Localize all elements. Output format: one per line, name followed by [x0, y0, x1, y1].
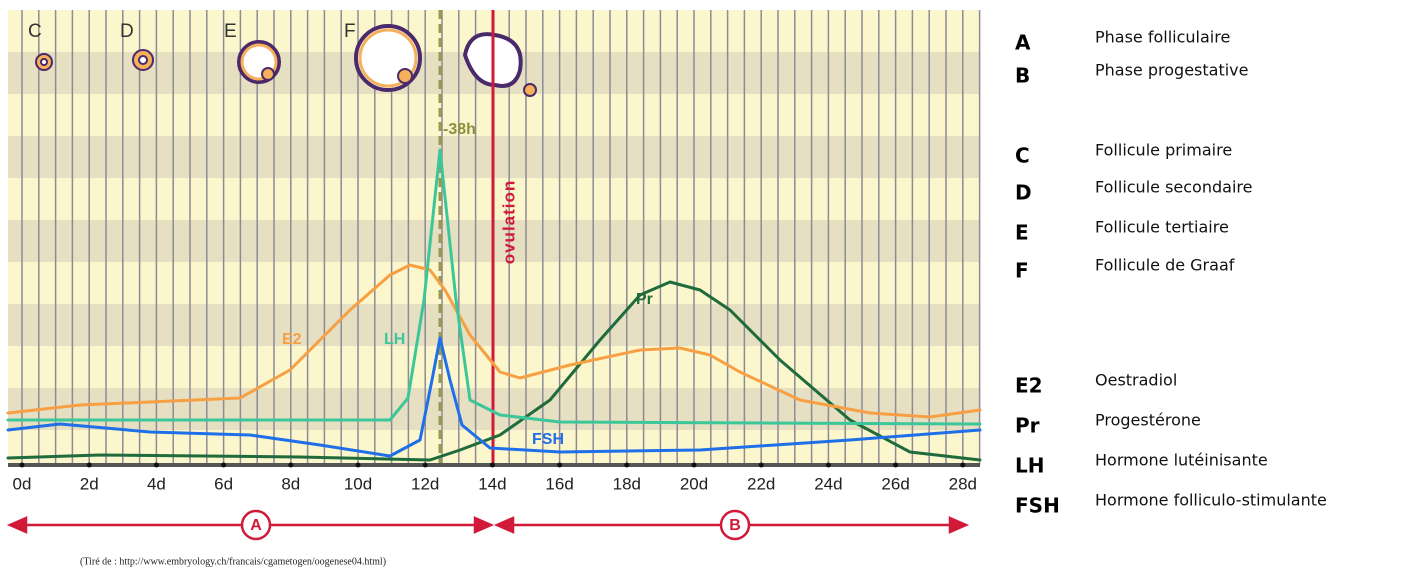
tick-dot [422, 462, 428, 468]
curve-label: E2 [282, 331, 302, 348]
x-tick-label: 0d [13, 474, 32, 493]
ovulation-label: ovulation [499, 180, 518, 265]
grid [21, 10, 981, 465]
follicle-icons [35, 24, 537, 97]
x-tick-label: 16d [545, 474, 573, 493]
source: (Tiré de : http://www.embryology.ch/fran… [80, 556, 386, 567]
curve-label: Pr [636, 291, 653, 308]
phase-label: A [250, 517, 262, 534]
curve-label: LH [384, 331, 405, 348]
legend-key: LH [1015, 454, 1044, 478]
tick-dot [624, 462, 630, 468]
legend-label: Oestradiol [1095, 371, 1177, 390]
legend-key: F [1015, 259, 1029, 283]
tick-dot [86, 462, 92, 468]
legend-label: Phase progestative [1095, 61, 1248, 80]
x-tick-label: 8d [281, 474, 300, 493]
tick-dot [825, 462, 831, 468]
legend-key: Pr [1015, 414, 1040, 438]
legend-label: Follicule de Graaf [1095, 256, 1235, 275]
lh-curve [6, 148, 982, 426]
legend-key: FSH [1015, 494, 1060, 518]
tick-dot [288, 462, 294, 468]
tick-dot [557, 462, 563, 468]
e2-curve [6, 263, 982, 419]
x-tick-label: 14d [478, 474, 506, 493]
tick-dot [355, 462, 361, 468]
x-tick-label: 22d [747, 474, 775, 493]
x-tick-label: 2d [80, 474, 99, 493]
x-tick-label: 4d [147, 474, 166, 493]
tick-dot [960, 462, 966, 468]
legend-label: Phase folliculaire [1095, 28, 1230, 47]
phase-arrows [6, 509, 970, 541]
x-tick-label: 26d [881, 474, 909, 493]
legend: A Phase folliculaire B Phase progestative C F… [1015, 28, 1327, 518]
x-tick-label: 24d [814, 474, 842, 493]
legend-label: Follicule tertiaire [1095, 218, 1229, 237]
tick-dot [758, 462, 764, 468]
tick-dot [893, 462, 899, 468]
legend-label: Follicule secondaire [1095, 178, 1252, 197]
x-ticks: 0d 2d 4d 6d 8d 10d 12d 14d 16d 18d 20d 22d 24d 26d 28d [13, 462, 977, 493]
tick-dot [691, 462, 697, 468]
pr-curve [6, 280, 982, 462]
legend-label: Progestérone [1095, 411, 1201, 430]
tick-dot [489, 462, 495, 468]
follicle-label: E [224, 21, 237, 42]
legend-label: Hormone lutéinisante [1095, 451, 1268, 470]
legend-key: D [1015, 181, 1032, 205]
phase-label: B [729, 517, 741, 534]
x-tick-label: 28d [949, 474, 977, 493]
legend-label: Hormone folliculo-stimulante [1095, 491, 1327, 510]
curve-label: FSH [532, 431, 564, 448]
follicle-label: F [344, 21, 356, 42]
legend-key: C [1015, 144, 1030, 168]
tick-dot [153, 462, 159, 468]
follicle-label: C [28, 21, 42, 42]
x-tick-label: 6d [214, 474, 233, 493]
legend-key: A [1015, 31, 1031, 55]
x-tick-label: 10d [344, 474, 372, 493]
legend-label: Follicule primaire [1095, 141, 1232, 160]
x-tick-label: 18d [613, 474, 641, 493]
tick-dot [221, 462, 227, 468]
x-tick-label: 20d [680, 474, 708, 493]
follicle-label: D [120, 21, 134, 42]
legend-key: E [1015, 221, 1029, 245]
x-tick-label: 12d [411, 474, 439, 493]
fsh-curve [6, 336, 982, 458]
tick-dot [19, 462, 25, 468]
lh-peak-label: -38h [443, 121, 476, 138]
legend-key: B [1015, 64, 1030, 88]
legend-key: E2 [1015, 374, 1043, 398]
